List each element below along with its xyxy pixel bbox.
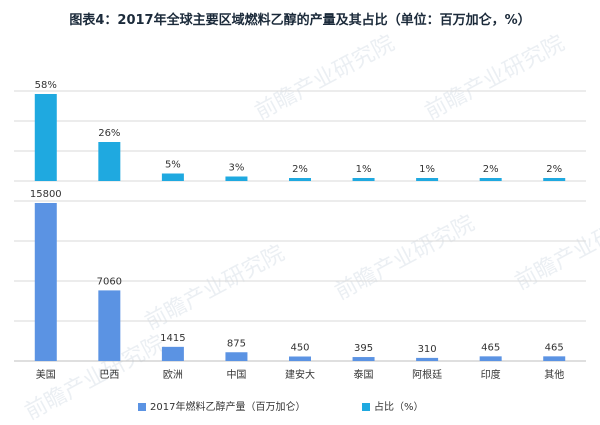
watermark-2: 前瞻产业研究院: [331, 211, 479, 305]
label-production-3: 875: [227, 338, 246, 349]
category-label-8: 其他: [544, 368, 564, 381]
legend-item-share[interactable]: 占比（%）: [362, 398, 424, 413]
label-production-2: 1415: [160, 333, 185, 344]
label-share-4: 2%: [292, 164, 308, 175]
watermark-1: 前瞻产业研究院: [421, 31, 569, 125]
watermark-0: 前瞻产业研究院: [251, 31, 399, 125]
category-label-5: 泰国: [354, 368, 374, 381]
bar-share-5[interactable]: [352, 178, 375, 181]
data-labels-layer: 58% 15800 26% 7060 5% 1415 3% 875 2% 450 1% 395 1% 31…: [30, 80, 564, 355]
bar-production-2[interactable]: [161, 346, 184, 361]
category-label-4: 建安大: [285, 368, 315, 381]
category-label-2: 欧洲: [163, 369, 183, 381]
category-label-3: 中国: [226, 368, 246, 381]
legend: 2017年燃料乙醇产量（百万加仑） 占比（%）: [0, 398, 600, 414]
chart-title: 图表4：2017年全球主要区域燃料乙醇的产量及其占比（单位：百万加仑，%）: [69, 13, 531, 28]
bar-production-7[interactable]: [479, 356, 502, 361]
legend-swatch-share: [362, 403, 370, 411]
bar-share-0[interactable]: [34, 94, 57, 181]
bar-share-6[interactable]: [416, 178, 439, 181]
category-label-6: 阿根廷: [412, 368, 442, 381]
bar-share-3[interactable]: [225, 176, 248, 182]
legend-label-share: 占比（%）: [374, 402, 424, 413]
label-share-5: 1%: [356, 164, 372, 175]
bar-share-1[interactable]: [98, 142, 121, 181]
label-production-1: 7060: [97, 276, 122, 287]
bar-production-8[interactable]: [543, 356, 566, 361]
bar-production-1[interactable]: [98, 290, 121, 361]
category-label-0: 美国: [36, 368, 56, 381]
label-production-4: 450: [290, 343, 309, 354]
bars-layer: [34, 94, 566, 362]
bar-share-2[interactable]: [161, 173, 184, 182]
label-share-7: 2%: [483, 164, 499, 175]
label-production-8: 465: [545, 342, 564, 353]
bar-production-0[interactable]: [34, 203, 57, 361]
bar-production-4[interactable]: [289, 356, 311, 362]
bar-production-5[interactable]: [352, 357, 375, 361]
bar-share-4[interactable]: [289, 178, 311, 181]
legend-swatch-production: [138, 403, 146, 411]
label-share-2: 5%: [165, 160, 181, 171]
category-axis: 美国 巴西 欧洲 中国 建安大 泰国 阿根廷 印度 其他: [36, 368, 564, 381]
label-share-3: 3%: [229, 163, 245, 174]
label-production-0: 15800: [30, 189, 62, 200]
bar-share-8[interactable]: [543, 178, 566, 181]
legend-label-production: 2017年燃料乙醇产量（百万加仑）: [150, 402, 306, 413]
bar-share-7[interactable]: [479, 178, 502, 181]
label-share-0: 58%: [35, 80, 57, 91]
bar-production-6[interactable]: [416, 357, 439, 361]
category-label-7: 印度: [481, 368, 501, 381]
label-share-6: 1%: [419, 164, 435, 175]
bar-production-3[interactable]: [225, 352, 248, 361]
label-production-5: 395: [354, 343, 373, 354]
category-label-1: 巴西: [99, 369, 119, 381]
label-share-8: 2%: [546, 164, 562, 175]
label-production-6: 310: [418, 344, 437, 355]
legend-item-production[interactable]: 2017年燃料乙醇产量（百万加仑）: [138, 398, 305, 413]
label-share-1: 26%: [98, 128, 120, 139]
label-production-7: 465: [481, 342, 500, 353]
